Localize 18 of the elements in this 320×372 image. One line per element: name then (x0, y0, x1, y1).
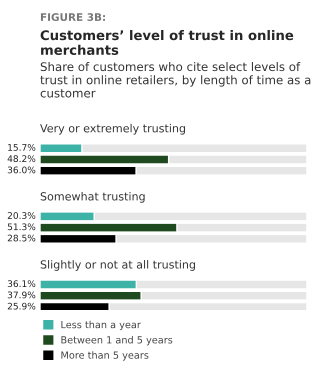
y-tick-label: Slightly or not at all trusting (40, 260, 195, 271)
data-label: 15.7% (8, 144, 36, 151)
data-label: 28.5% (8, 234, 36, 242)
y-tick-label: Very or extremely trusting (40, 124, 186, 135)
data-label: 36.1% (8, 280, 36, 288)
chart-title: Customers’ level of trust in online merchants (40, 30, 294, 55)
data-label: 48.2% (8, 155, 36, 162)
data-label: 51.3% (8, 223, 36, 230)
legend-label: More than 5 years (61, 351, 148, 361)
data-label: 37.9% (8, 291, 36, 298)
data-label: 36.0% (8, 166, 36, 174)
legend-label: Between 1 and 5 years (61, 336, 172, 346)
chart-subtitle: Share of customers who cite select levels of trust in online retailers, by length of time as a customer (40, 62, 310, 98)
caption: FIGURE 3B: (40, 13, 105, 22)
legend-label: Less than a year (61, 320, 141, 330)
data-label: 20.3% (8, 212, 36, 219)
y-tick-label: Somewhat trusting (40, 192, 145, 203)
data-label: 25.9% (8, 302, 36, 310)
